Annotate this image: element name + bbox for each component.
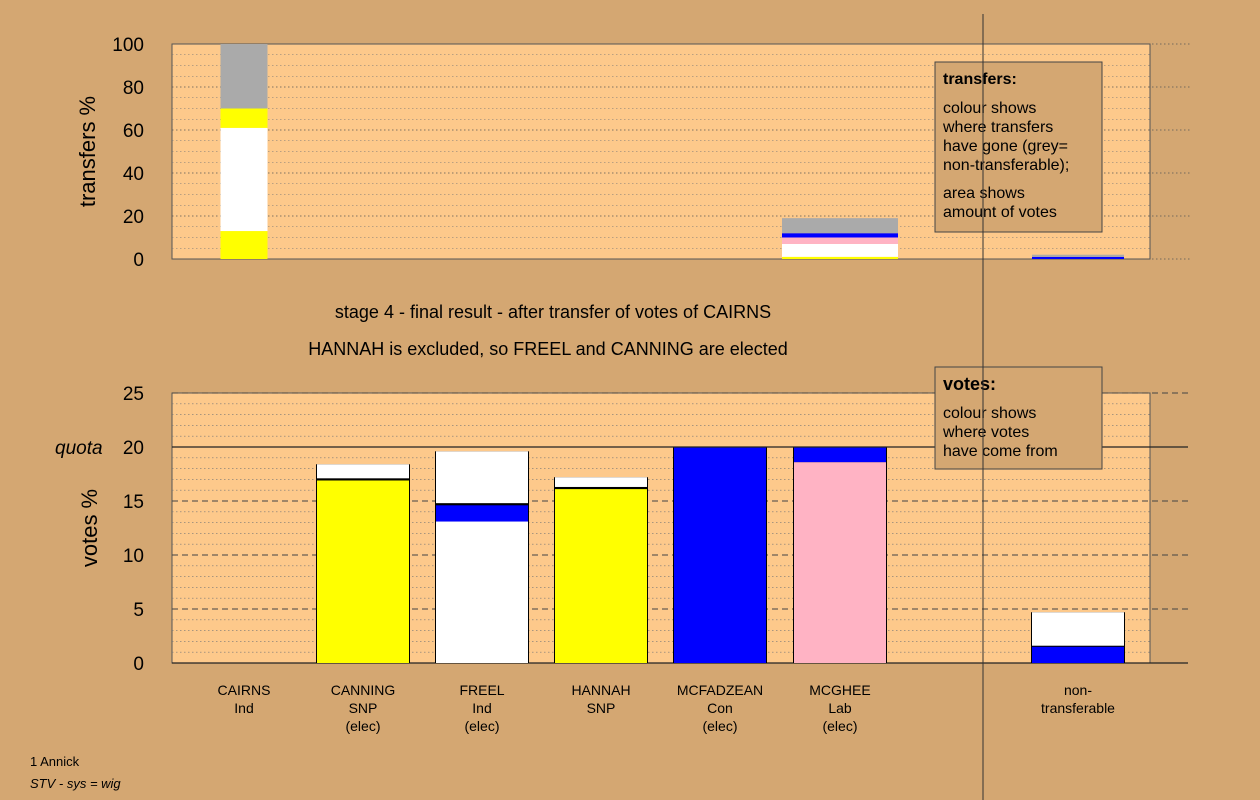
transfers-tick-label: 20 xyxy=(123,207,144,228)
vote-segment-freel xyxy=(436,521,528,663)
transfers-legend-box xyxy=(934,61,1103,233)
vote-segment-canning xyxy=(317,464,409,479)
transfer-segment-mcghee xyxy=(782,233,898,238)
category-label-mcghee: (elec) xyxy=(822,718,857,734)
category-label-canning: (elec) xyxy=(345,718,380,734)
transfer-segment-cairns xyxy=(220,44,268,109)
transfers-legend-line: non-transferable); xyxy=(943,157,1069,174)
vote-segment-freel xyxy=(436,505,528,522)
category-label-mcfadzean: Con xyxy=(707,700,733,716)
category-label-mcfadzean: (elec) xyxy=(702,718,737,734)
category-label-hannah: SNP xyxy=(587,700,616,716)
vote-bar-freel xyxy=(435,451,529,663)
transfer-segment-mcghee xyxy=(782,256,898,259)
vote-segment-canning xyxy=(317,480,409,663)
votes-chart: 0 5 10 15 20 25 quota votes % CAIRNS Ind CANNING SN… xyxy=(55,366,1188,734)
transfer-segment-cairns xyxy=(220,231,268,259)
vote-segment-mcghee xyxy=(794,447,886,463)
votes-tick-label: 5 xyxy=(133,600,144,621)
transfers-axis-label: transfers % xyxy=(75,96,100,207)
transfers-chart: 0 20 40 60 80 100 transfers % transfers: colour … xyxy=(75,35,1190,271)
category-label-hannah: HANNAH xyxy=(571,682,630,698)
stage-subtitle: HANNAH is excluded, so FREEL and CANNING… xyxy=(308,339,788,359)
transfers-tick-label: 40 xyxy=(123,164,144,185)
transfers-legend-title: transfers: xyxy=(943,71,1017,88)
category-label-nontransfer: non- xyxy=(1064,682,1092,698)
vote-bar-mcghee xyxy=(793,447,887,663)
vote-bar-mcfadzean xyxy=(673,447,767,663)
votes-axis-label: votes % xyxy=(77,489,102,567)
transfer-segment-mcghee xyxy=(782,243,898,257)
vote-bar-canning xyxy=(316,464,410,663)
category-label-canning: CANNING xyxy=(331,682,396,698)
votes-legend-line: colour shows xyxy=(943,405,1036,422)
transfer-segment-mcghee xyxy=(782,237,898,244)
votes-legend-line: have come from xyxy=(943,443,1058,460)
transfers-legend-line: where transfers xyxy=(942,119,1053,136)
footer-system: STV - sys = wig xyxy=(30,776,121,791)
votes-tick-label: 25 xyxy=(123,384,144,405)
votes-legend-box xyxy=(934,366,1103,470)
category-label-freel: FREEL xyxy=(459,682,504,698)
vote-segment-mcfadzean xyxy=(674,447,766,663)
category-label-mcghee: Lab xyxy=(828,700,852,716)
vote-bar-nontransfer xyxy=(1031,612,1125,663)
vote-bar-hannah xyxy=(554,477,648,663)
vote-segment-hannah xyxy=(555,477,647,487)
category-label-mcfadzean: MCFADZEAN xyxy=(677,682,763,698)
transfers-tick-label: 60 xyxy=(123,121,144,142)
footer-constituency: 1 Annick xyxy=(30,754,80,769)
transfer-segment-mcghee xyxy=(782,218,898,234)
transfer-segment-cairns xyxy=(220,127,268,232)
quota-label: quota xyxy=(55,438,103,459)
votes-tick-label: 0 xyxy=(133,654,144,675)
transfers-legend-line: area shows xyxy=(943,185,1025,202)
vote-segment-hannah xyxy=(555,489,647,663)
transfer-segment-nontransfer xyxy=(1032,256,1124,259)
transfers-legend-line: colour shows xyxy=(943,100,1036,117)
category-label-mcghee: MCGHEE xyxy=(809,682,870,698)
category-label-canning: SNP xyxy=(349,700,378,716)
category-label-freel: (elec) xyxy=(464,718,499,734)
transfers-legend-line: amount of votes xyxy=(943,204,1057,221)
vote-segment-mcghee xyxy=(794,462,886,663)
vote-segment-nontransfer xyxy=(1032,612,1124,646)
transfers-tick-label: 0 xyxy=(133,250,144,271)
category-label-cairns: Ind xyxy=(234,700,253,716)
transfers-tick-label: 80 xyxy=(123,78,144,99)
vote-segment-nontransfer xyxy=(1032,646,1124,663)
votes-tick-label: 20 xyxy=(123,438,144,459)
transfers-tick-label: 100 xyxy=(112,35,144,56)
votes-legend-line: where votes xyxy=(942,424,1029,441)
votes-tick-label: 10 xyxy=(123,546,144,567)
votes-legend-title: votes: xyxy=(943,374,996,394)
transfer-segment-cairns xyxy=(220,108,268,128)
category-label-nontransfer: transferable xyxy=(1041,700,1115,716)
transfers-legend-line: have gone (grey= xyxy=(943,138,1068,155)
category-label-cairns: CAIRNS xyxy=(218,682,271,698)
transfer-segment-nontransfer xyxy=(1032,254,1124,257)
category-label-freel: Ind xyxy=(472,700,491,716)
stage-title: stage 4 - final result - after transfer … xyxy=(335,302,771,322)
vote-segment-freel xyxy=(436,451,528,504)
votes-tick-label: 15 xyxy=(123,492,144,513)
